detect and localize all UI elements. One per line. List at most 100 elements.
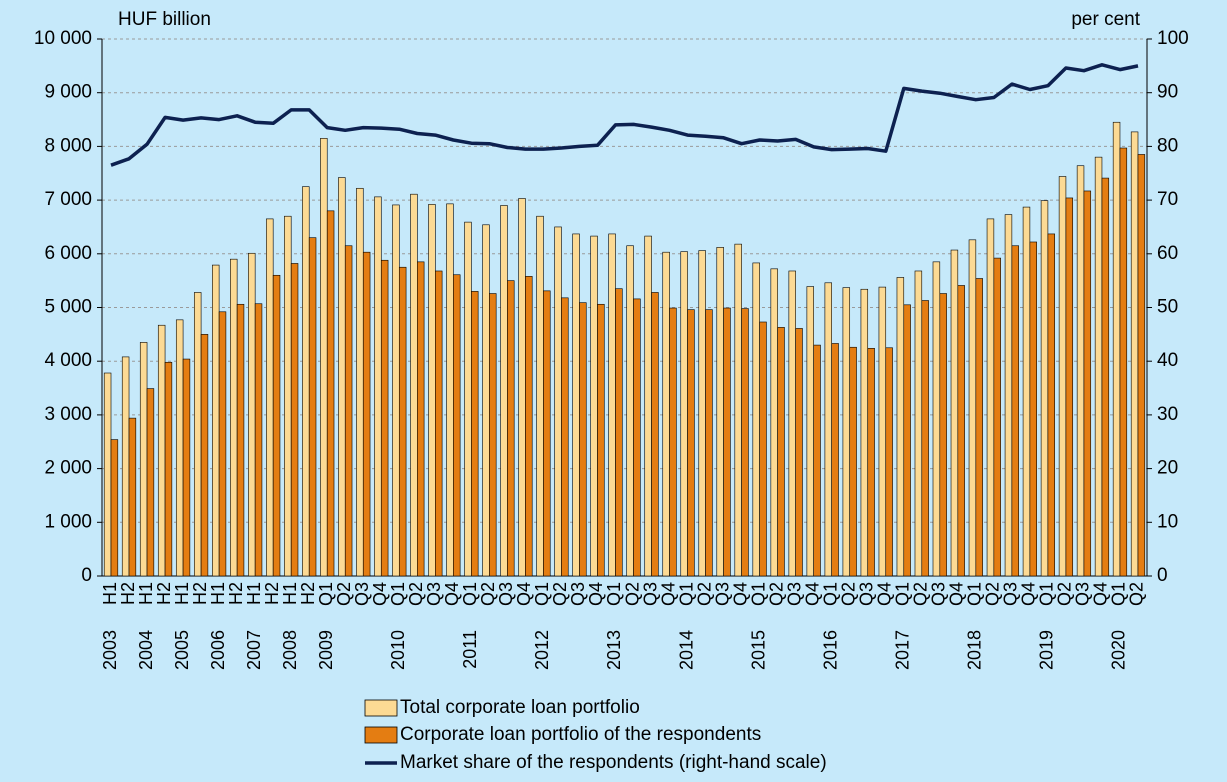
x-tick-label: Q4 — [730, 582, 750, 606]
bar — [572, 233, 580, 577]
x-year-label: 2009 — [316, 630, 336, 670]
x-tick-label: Q4 — [1019, 582, 1039, 606]
bar — [254, 303, 263, 577]
x-tick-label: Q2 — [983, 582, 1003, 606]
x-tick-label: Q3 — [1001, 582, 1021, 606]
x-tick-label: Q1 — [532, 582, 552, 606]
bar — [362, 251, 371, 577]
bar — [500, 205, 508, 577]
x-tick-label: Q1 — [316, 582, 336, 606]
bar — [1058, 176, 1067, 577]
x-year-label: 2020 — [1109, 630, 1129, 670]
bar — [536, 215, 544, 577]
x-year-label: 2004 — [136, 630, 156, 670]
y-tick-label: 8 000 — [44, 135, 92, 156]
x-tick-label: Q3 — [856, 582, 876, 606]
x-tick-label: Q1 — [1109, 582, 1129, 606]
bar — [741, 308, 749, 577]
bar — [842, 287, 851, 577]
x-tick-label: Q2 — [406, 582, 426, 606]
x-tick-label: Q3 — [929, 582, 949, 606]
bar — [1065, 197, 1074, 577]
y2-tick-label: 0 — [1157, 565, 1168, 586]
x-tick-label: Q4 — [1091, 582, 1111, 606]
bar — [1112, 121, 1121, 577]
bar — [716, 247, 724, 577]
bar — [770, 268, 778, 577]
bar — [626, 245, 634, 577]
y-tick-label: 7 000 — [44, 189, 92, 210]
bar — [579, 302, 587, 577]
bar — [986, 218, 995, 577]
x-tick-label: Q3 — [712, 582, 732, 606]
y2-tick-label: 100 — [1157, 28, 1189, 49]
y-tick-label: 4 000 — [44, 350, 92, 371]
x-year-label: 2017 — [893, 630, 913, 670]
y-tick-label: 6 000 — [44, 243, 92, 264]
bar — [435, 270, 443, 577]
bar — [795, 328, 803, 577]
x-tick-label: H2 — [298, 582, 318, 605]
bar — [608, 233, 616, 577]
x-tick-label: Q2 — [550, 582, 570, 606]
x-year-label: 2015 — [748, 630, 768, 670]
line-series — [110, 63, 1139, 167]
x-year-label: 2011 — [460, 630, 480, 669]
bar — [705, 309, 713, 577]
y2-tick-label: 80 — [1157, 135, 1178, 156]
bar — [651, 292, 659, 577]
bar — [236, 303, 245, 577]
bar — [417, 261, 425, 577]
bar — [633, 298, 641, 577]
bar — [110, 439, 119, 577]
x-year-label: 2016 — [820, 630, 840, 670]
bar — [175, 319, 184, 577]
x-tick-label: Q3 — [424, 582, 444, 606]
x-tick-label: H1 — [136, 582, 156, 605]
bar — [121, 356, 130, 577]
x-year-label: 2005 — [172, 630, 192, 670]
bar — [157, 324, 166, 577]
bar — [561, 297, 569, 577]
bar — [1083, 190, 1092, 577]
bar — [903, 304, 911, 577]
x-tick-label: H2 — [154, 582, 174, 605]
x-year-label: 2003 — [100, 630, 120, 670]
x-tick-label: Q4 — [370, 582, 390, 606]
bar — [957, 285, 965, 577]
bar — [788, 270, 796, 577]
bar — [103, 372, 112, 577]
bar — [698, 250, 706, 577]
bar — [356, 187, 364, 577]
x-tick-label: Q4 — [875, 582, 895, 606]
x-year-label: 2014 — [676, 630, 696, 670]
bar — [752, 262, 760, 577]
bar — [518, 198, 526, 577]
x-tick-label: Q2 — [334, 582, 354, 606]
bar — [320, 138, 328, 577]
bar — [272, 274, 281, 577]
bar — [806, 286, 814, 577]
bar — [410, 193, 418, 577]
bar — [849, 346, 857, 577]
bar — [921, 300, 929, 577]
x-year-label: 2013 — [604, 630, 624, 670]
bar — [230, 258, 238, 577]
x-tick-label: Q3 — [784, 582, 804, 606]
bar — [128, 417, 137, 577]
x-tick-label: H2 — [118, 582, 138, 605]
x-tick-label: H2 — [190, 582, 210, 605]
bar — [939, 293, 947, 577]
bar — [1047, 233, 1056, 577]
y2-tick-label: 10 — [1157, 511, 1178, 532]
bar — [290, 263, 299, 577]
x-tick-label: Q2 — [1055, 582, 1075, 606]
x-tick-label: Q1 — [965, 582, 985, 606]
legend-label: Market share of the respondents (right-h… — [400, 752, 827, 773]
x-tick-label: Q4 — [658, 582, 678, 606]
bar — [266, 218, 274, 577]
bar — [193, 292, 202, 577]
bar — [543, 290, 551, 577]
bar — [218, 311, 227, 577]
y2-tick-label: 20 — [1157, 458, 1178, 479]
